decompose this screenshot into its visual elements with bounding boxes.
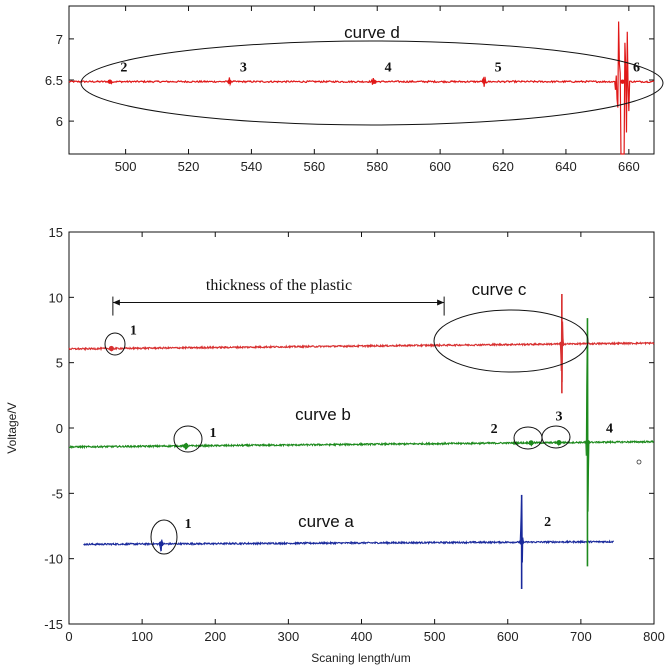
bottom-panel: 0 100 200 300 400 500 600 700 800 -15 -10 -5 0 5 10 15… bbox=[5, 225, 665, 665]
bottom-xtick-label: 700 bbox=[570, 629, 592, 644]
series-peak-marker bbox=[584, 439, 591, 445]
bottom-xtick-label: 500 bbox=[424, 629, 446, 644]
bottom-traces bbox=[68, 294, 655, 589]
series-peak-label: 1 bbox=[130, 324, 137, 339]
bottom-ytick-label: 5 bbox=[56, 356, 63, 371]
bottom-ytick-label: 15 bbox=[49, 225, 63, 240]
top-ytick-label: 6.5 bbox=[45, 73, 63, 88]
bottom-xtick-label: 400 bbox=[351, 629, 373, 644]
top-y-ticks: 66.57 bbox=[45, 32, 654, 129]
curve-d-peak-marker bbox=[227, 79, 232, 84]
bottom-xtick-label: 600 bbox=[497, 629, 519, 644]
x-axis-label: Scaning length/um bbox=[311, 651, 410, 665]
y-axis-label: Voltage/V bbox=[5, 402, 19, 453]
curve-d-peaks bbox=[107, 79, 625, 84]
series-peak-marker bbox=[559, 341, 565, 347]
bottom-ytick-label: -15 bbox=[44, 617, 63, 632]
series-peak-label: 2 bbox=[491, 422, 498, 437]
curve-d-peak-label: 6 bbox=[633, 61, 640, 76]
curve-d-peak-marker bbox=[371, 79, 377, 84]
curve-b-label: curve b bbox=[295, 405, 351, 424]
bottom-y-ticks: -15 -10 -5 0 5 10 15 bbox=[44, 225, 654, 632]
bottom-plot-area bbox=[68, 231, 655, 625]
bottom-ytick-label: 0 bbox=[56, 421, 63, 436]
bottom-ytick-label: -10 bbox=[44, 552, 63, 567]
thickness-label: thickness of the plastic bbox=[206, 277, 352, 294]
top-ytick-label: 6 bbox=[56, 114, 63, 129]
bottom-xtick-label: 200 bbox=[204, 629, 226, 644]
curve-d-line bbox=[68, 21, 655, 155]
thickness-right-arrowhead bbox=[437, 299, 445, 306]
curve-c-ellipse bbox=[433, 309, 589, 373]
top-plot-area bbox=[68, 5, 655, 155]
curve-d-peak-labels: 2 3 4 5 6 bbox=[120, 61, 640, 76]
curve-d-peak-label: 2 bbox=[120, 61, 127, 76]
top-xtick-label: 620 bbox=[492, 159, 514, 174]
top-xtick-label: 560 bbox=[303, 159, 325, 174]
top-panel: 500 520 540 560 580 600 620 640 660 66.57 curve … bbox=[45, 5, 664, 174]
curve-d-peak-label: 5 bbox=[495, 61, 502, 76]
thickness-left-arrowhead bbox=[112, 299, 120, 306]
series-peak-label: 3 bbox=[555, 410, 562, 425]
curve-d-label: curve d bbox=[344, 23, 400, 42]
series-line-curve-a bbox=[83, 499, 615, 563]
top-xtick-label: 540 bbox=[241, 159, 263, 174]
top-ytick-label: 7 bbox=[56, 32, 63, 47]
top-xtick-label: 660 bbox=[618, 159, 640, 174]
top-xtick-label: 500 bbox=[115, 159, 137, 174]
curve-d-peak-marker bbox=[107, 79, 113, 84]
curve-c-label: curve c bbox=[472, 280, 527, 299]
series-peak-marker bbox=[183, 443, 189, 449]
bottom-x-ticks: 0 100 200 300 400 500 600 700 800 bbox=[65, 232, 665, 644]
top-xtick-label: 520 bbox=[178, 159, 200, 174]
curve-d-peak-marker bbox=[481, 79, 487, 84]
curve-b-peak3-circle bbox=[541, 425, 571, 449]
series-peak-label: 2 bbox=[544, 515, 551, 530]
stray-marker bbox=[636, 459, 642, 465]
top-xtick-label: 600 bbox=[429, 159, 451, 174]
top-xtick-label: 640 bbox=[555, 159, 577, 174]
series-peak-marker bbox=[556, 439, 562, 446]
bottom-xtick-label: 800 bbox=[643, 629, 665, 644]
bottom-peak-labels: 1 2 1 2 3 4 1 bbox=[130, 324, 613, 532]
series-peak-label: 4 bbox=[606, 421, 613, 436]
series-peak-marker bbox=[528, 440, 534, 446]
series-peak-marker bbox=[158, 541, 164, 547]
curve-a-label: curve a bbox=[298, 512, 354, 531]
curve-d-peak-label: 4 bbox=[385, 61, 392, 76]
bottom-xtick-label: 300 bbox=[278, 629, 300, 644]
series-line-curve-c bbox=[68, 299, 655, 383]
curve-a-peak1-circle bbox=[150, 519, 178, 555]
bottom-ytick-label: -5 bbox=[51, 486, 63, 501]
top-xtick-label: 580 bbox=[366, 159, 388, 174]
series-peak-marker bbox=[519, 539, 525, 545]
bottom-xtick-label: 100 bbox=[131, 629, 153, 644]
curve-d-peak-label: 3 bbox=[240, 61, 247, 76]
bottom-ytick-label: 10 bbox=[49, 290, 63, 305]
top-x-ticks: 500 520 540 560 580 600 620 640 660 bbox=[115, 6, 640, 174]
bottom-xtick-label: 0 bbox=[65, 629, 72, 644]
series-peak-label: 1 bbox=[210, 426, 217, 441]
series-peak-marker bbox=[108, 345, 115, 352]
curve-b-peak1-circle bbox=[173, 425, 203, 453]
curve-d-peak-marker bbox=[620, 79, 625, 84]
curve-d-ellipse bbox=[80, 40, 664, 126]
curve-c-peak1-circle bbox=[104, 332, 126, 356]
series-peak-label: 1 bbox=[185, 517, 192, 532]
